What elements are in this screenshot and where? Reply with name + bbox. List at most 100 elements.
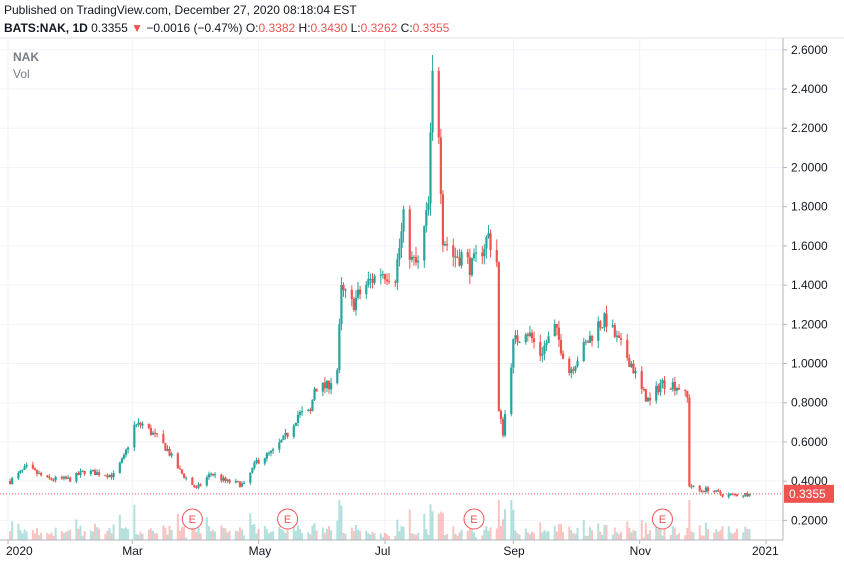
plot-area[interactable] (0, 38, 783, 540)
volume-bar (110, 533, 113, 540)
candle-body (338, 324, 341, 370)
candle-body (605, 313, 608, 327)
candle-body (437, 70, 440, 138)
close-label: C: (400, 21, 413, 35)
candle-body (684, 389, 687, 391)
volume-bar (402, 527, 405, 540)
volume-bar (292, 522, 295, 540)
candle-body (702, 490, 705, 492)
candle-body (137, 422, 140, 425)
candle-body (597, 321, 600, 341)
volume-bar (54, 527, 57, 540)
candle-body (162, 434, 165, 444)
volume-bar (241, 529, 244, 540)
volume-bar (120, 528, 123, 540)
candle-body (106, 475, 109, 478)
volume-bar (278, 526, 281, 540)
candle-body (168, 448, 171, 456)
candle-body (495, 249, 498, 263)
candle-body (423, 225, 426, 261)
volume-bar (67, 530, 70, 540)
candle-body (267, 452, 271, 454)
volume-bar (162, 525, 165, 540)
volume-bar (742, 532, 745, 540)
candle-body (321, 382, 324, 392)
candle-body (686, 390, 689, 398)
volume-bar (251, 524, 254, 540)
volume-bar (661, 535, 664, 540)
published-line: Published on TradingView.com, December 2… (4, 3, 357, 17)
candle-body (135, 424, 138, 426)
candle-body (524, 334, 527, 342)
volume-bar (613, 527, 616, 540)
candle-body (698, 485, 701, 491)
volume-bar (572, 533, 575, 540)
volume-bar (342, 533, 345, 540)
candle-body (744, 493, 747, 496)
candle-body (178, 468, 181, 470)
volume-bar (96, 527, 99, 540)
volume-bar (207, 525, 210, 540)
down-arrow-icon: ▼ (131, 21, 144, 35)
candle-body (151, 432, 155, 435)
candle-body (648, 397, 652, 401)
volume-bar (214, 531, 217, 540)
candle-body (414, 257, 418, 263)
candle-body (133, 425, 136, 448)
volume-bar (557, 524, 560, 540)
candle-body (118, 462, 121, 474)
volume-bar (518, 534, 521, 540)
volume-bar (394, 536, 397, 540)
volume-bar (489, 527, 492, 540)
low-label: L: (350, 21, 361, 35)
volume-bar (398, 531, 401, 540)
volume-bar (634, 530, 637, 540)
volume-bar (533, 532, 536, 540)
volume-bar (516, 533, 519, 540)
candle-body (166, 448, 169, 451)
candle-body (257, 460, 260, 464)
volume-bar (338, 500, 341, 540)
candle-body (717, 490, 720, 492)
volume-bar (468, 523, 471, 540)
candle-body (394, 281, 397, 283)
volume-bar (180, 527, 183, 540)
volume-bar (328, 526, 331, 540)
volume-bar (224, 528, 227, 540)
earnings-label: E (470, 514, 477, 526)
volume-bar (133, 504, 136, 540)
volume-bar (185, 537, 188, 540)
y-tick-label: 0.8000 (791, 396, 828, 410)
candle-body (588, 335, 592, 343)
candle-body (176, 453, 179, 469)
volume-bar (630, 532, 633, 540)
volume-bar (234, 530, 237, 540)
volume-bar (263, 525, 266, 540)
volume-bar (79, 525, 82, 540)
candle-body (402, 209, 405, 232)
volume-bar (475, 537, 478, 540)
price-axis[interactable]: 0.2000 0.4000 0.6000 0.8000 1.0000 1.2000 1.40… (782, 38, 828, 540)
volume-bar (243, 535, 246, 540)
volume-bar (659, 526, 662, 540)
candle-body (62, 476, 66, 479)
time-axis[interactable]: 2020 Mar May Jul Sep Nov 2021 (0, 539, 783, 558)
candle-body (242, 482, 246, 484)
volume-bar (151, 530, 154, 540)
volume-bar (688, 500, 691, 540)
candle-body (224, 477, 227, 481)
volume-bar (717, 531, 720, 540)
volume-bar (617, 534, 620, 540)
volume-bar (265, 529, 268, 540)
candle-body (644, 389, 647, 402)
candle-body (559, 339, 563, 354)
volume-bar (427, 534, 430, 540)
candle-body (748, 493, 751, 497)
candle-body (663, 380, 666, 389)
volume-bar (193, 527, 196, 540)
volume-bar (501, 519, 504, 540)
candle-body (630, 363, 633, 367)
candle-body (503, 414, 507, 436)
volume-bar (690, 531, 693, 540)
